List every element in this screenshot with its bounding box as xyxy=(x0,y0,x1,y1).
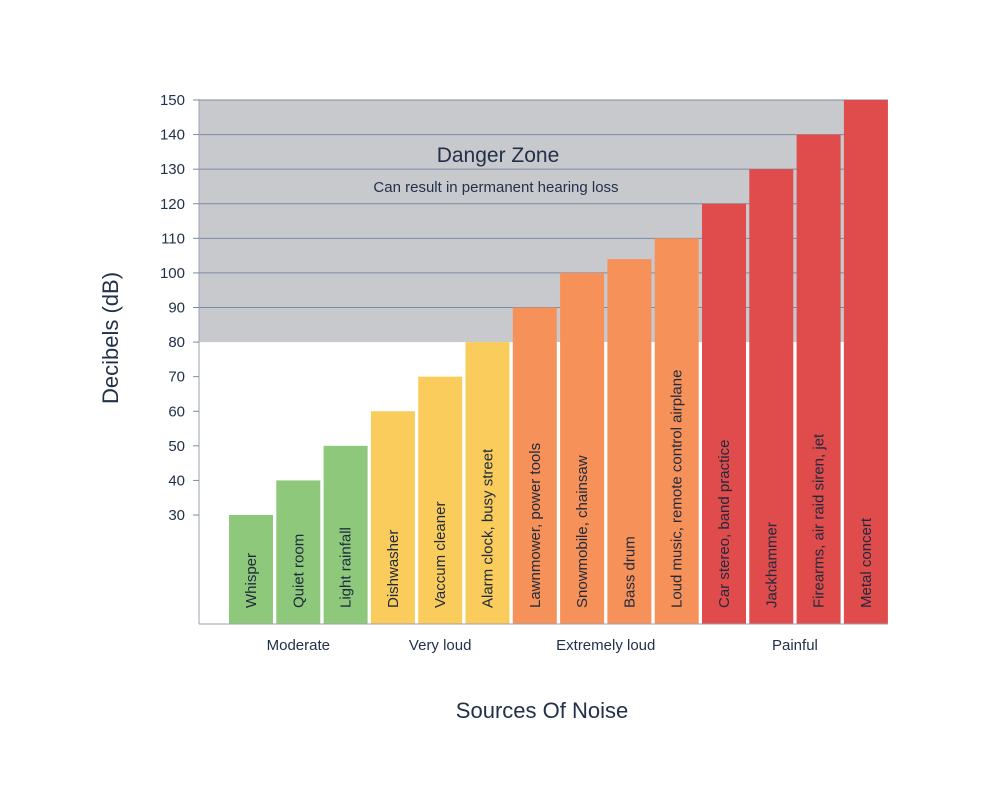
bar-labels: Whisper Quiet room Light rainfall Dishwashe… xyxy=(243,370,875,608)
bar xyxy=(796,134,841,625)
bar-label: Firearms, air raid siren, jet xyxy=(811,433,828,608)
bar xyxy=(702,203,746,624)
y-tick-label: 90 xyxy=(168,300,185,317)
bar-label: Bass drum xyxy=(621,536,638,608)
bar-label: Light rainfall xyxy=(338,527,355,608)
bar-label: Car stereo, band practice xyxy=(716,440,733,608)
y-tick-label: 50 xyxy=(168,438,185,455)
bar xyxy=(560,272,605,624)
y-tick-label: 140 xyxy=(160,127,185,144)
bar-label: Loud music, remote control airplane xyxy=(669,370,686,608)
bar xyxy=(749,169,794,624)
group-label: Moderate xyxy=(267,637,330,654)
group-label: Extremely loud xyxy=(556,637,655,654)
bar-label: Lawnmower, power tools xyxy=(527,443,544,608)
y-tick-label: 80 xyxy=(168,334,185,351)
bar xyxy=(418,376,463,624)
y-tick-label: 70 xyxy=(168,369,185,386)
bar xyxy=(654,238,699,625)
bar xyxy=(843,100,888,624)
y-tick-label: 120 xyxy=(160,196,185,213)
bar-label: Whisper xyxy=(243,553,260,608)
x-axis-title: Sources Of Noise xyxy=(456,698,628,723)
gridlines xyxy=(199,99,888,308)
danger-zone-title: Danger Zone xyxy=(437,144,560,167)
bars xyxy=(229,100,888,625)
bar-label: Vaccum cleaner xyxy=(432,502,449,608)
bar xyxy=(465,342,510,624)
bar xyxy=(229,515,273,624)
bar xyxy=(323,445,368,624)
y-axis-title: Decibels (dB) xyxy=(98,272,123,404)
bar xyxy=(512,307,557,624)
y-tick-label: 110 xyxy=(161,230,185,247)
group-label: Very loud xyxy=(409,637,472,654)
bar xyxy=(276,480,321,624)
group-label: Painful xyxy=(772,637,818,654)
bar-label: Snowmobile, chainsaw xyxy=(574,455,591,608)
group-labels: Moderate Very loud Extremely loud Painful xyxy=(267,637,818,654)
bar-label: Metal concert xyxy=(858,517,875,608)
bar xyxy=(607,259,652,624)
y-tick-label: 60 xyxy=(168,403,185,420)
bar-label: Alarm clock, busy street xyxy=(480,448,497,608)
y-tick-label: 40 xyxy=(168,472,185,489)
y-axis: 30 40 50 60 70 80 90 100 110 120 130 140 150 xyxy=(160,92,888,625)
y-tick-label: 100 xyxy=(160,265,185,282)
bar xyxy=(370,411,415,624)
bar-label: Jackhammer xyxy=(763,522,780,608)
y-tick-label: 130 xyxy=(160,161,185,178)
bar-label: Quiet room xyxy=(290,534,307,608)
y-tick-label: 150 xyxy=(160,92,185,109)
bar-label: Dishwasher xyxy=(385,530,402,608)
y-tick-label: 30 xyxy=(168,507,185,524)
danger-zone-subtitle: Can result in permanent hearing loss xyxy=(373,179,618,196)
